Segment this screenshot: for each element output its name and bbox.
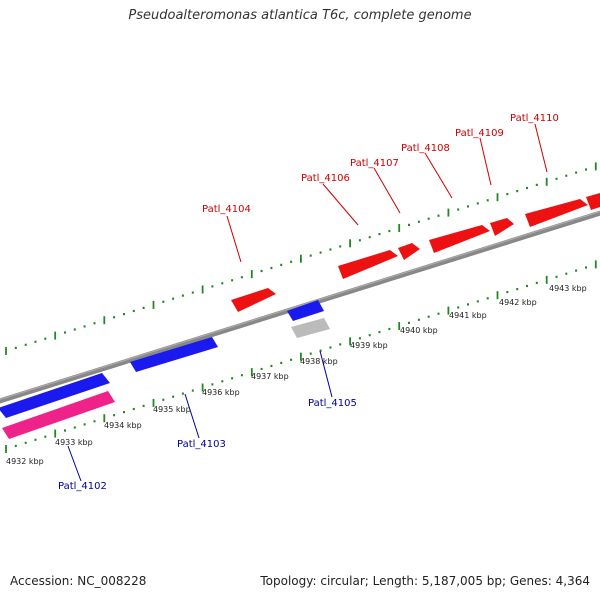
gene-labels-reverse: Patl_4102 Patl_4103 Patl_4105: [58, 398, 357, 492]
kbp-label: 4937 kbp: [251, 372, 289, 381]
gene-group-reverse: [0, 300, 330, 439]
gene-rna-4933[interactable]: [2, 391, 115, 439]
kbp-label: 4939 kbp: [350, 341, 388, 350]
kbp-label: 4940 kbp: [400, 326, 438, 335]
gene-label-patl-4108[interactable]: Patl_4108: [401, 143, 450, 154]
kbp-label: 4942 kbp: [499, 298, 537, 307]
gene-label-patl-4106[interactable]: Patl_4106: [301, 173, 350, 184]
leader-line-patl-4105: [319, 350, 333, 398]
gene-patl-4107[interactable]: [398, 243, 420, 260]
lower-tick-track: [5, 260, 597, 453]
kbp-label: 4933 kbp: [55, 438, 93, 447]
gene-patl-4109[interactable]: [490, 218, 514, 236]
kbp-label: 4943 kbp: [549, 284, 587, 293]
gene-patl-4106[interactable]: [338, 250, 398, 279]
kbp-label: 4935 kbp: [153, 405, 191, 414]
gene-pseudo-4938[interactable]: [291, 318, 330, 338]
gene-label-patl-4104[interactable]: Patl_4104: [202, 204, 251, 215]
gene-patl-4103[interactable]: [130, 337, 218, 372]
leader-line-patl-4110: [534, 123, 548, 173]
leader-line-patl-4102: [67, 445, 82, 482]
upper-tick-track: [5, 162, 597, 355]
kbp-label: 4936 kbp: [202, 388, 240, 397]
map-title: Pseudoalteromonas atlantica T6c, complet…: [128, 8, 472, 23]
gene-patl-4105[interactable]: [287, 300, 324, 321]
gene-label-patl-4110[interactable]: Patl_4110: [510, 113, 559, 124]
gene-offscreen-right[interactable]: [586, 193, 600, 210]
gene-label-patl-4103[interactable]: Patl_4103: [177, 439, 226, 450]
leader-line-patl-4109: [479, 137, 492, 186]
gene-label-patl-4105[interactable]: Patl_4105: [308, 398, 357, 409]
gene-patl-4110[interactable]: [525, 199, 588, 227]
genome-info-label: Topology: circular; Length: 5,187,005 bp…: [260, 574, 590, 588]
leader-line-patl-4108: [424, 152, 453, 199]
gene-labels-forward: Patl_4104 Patl_4106 Patl_4107 Patl_4108 …: [202, 113, 559, 215]
gene-label-patl-4102[interactable]: Patl_4102: [58, 481, 107, 492]
kbp-label: 4932 kbp: [6, 457, 44, 466]
leader-line-patl-4107: [373, 167, 401, 214]
genome-backbone-highlight: [0, 211, 600, 400]
gene-patl-4104[interactable]: [231, 288, 276, 312]
leader-line-patl-4103: [184, 393, 200, 439]
leader-line-patl-4106: [322, 183, 359, 226]
gene-patl-4102[interactable]: [0, 373, 110, 418]
gene-patl-4108[interactable]: [429, 225, 490, 253]
kbp-label: 4941 kbp: [449, 311, 487, 320]
label-leader-lines: [67, 123, 548, 482]
accession-label: Accession: NC_008228: [10, 574, 147, 588]
gene-label-patl-4107[interactable]: Patl_4107: [350, 158, 399, 169]
kbp-label: 4934 kbp: [104, 421, 142, 430]
kbp-label: 4938 kbp: [300, 357, 338, 366]
kbp-scale-labels: 4932 kbp 4933 kbp 4934 kbp 4935 kbp 4936…: [6, 284, 587, 466]
leader-line-patl-4104: [226, 215, 242, 263]
gene-label-patl-4109[interactable]: Patl_4109: [455, 128, 504, 139]
gene-group-forward: [231, 193, 600, 312]
